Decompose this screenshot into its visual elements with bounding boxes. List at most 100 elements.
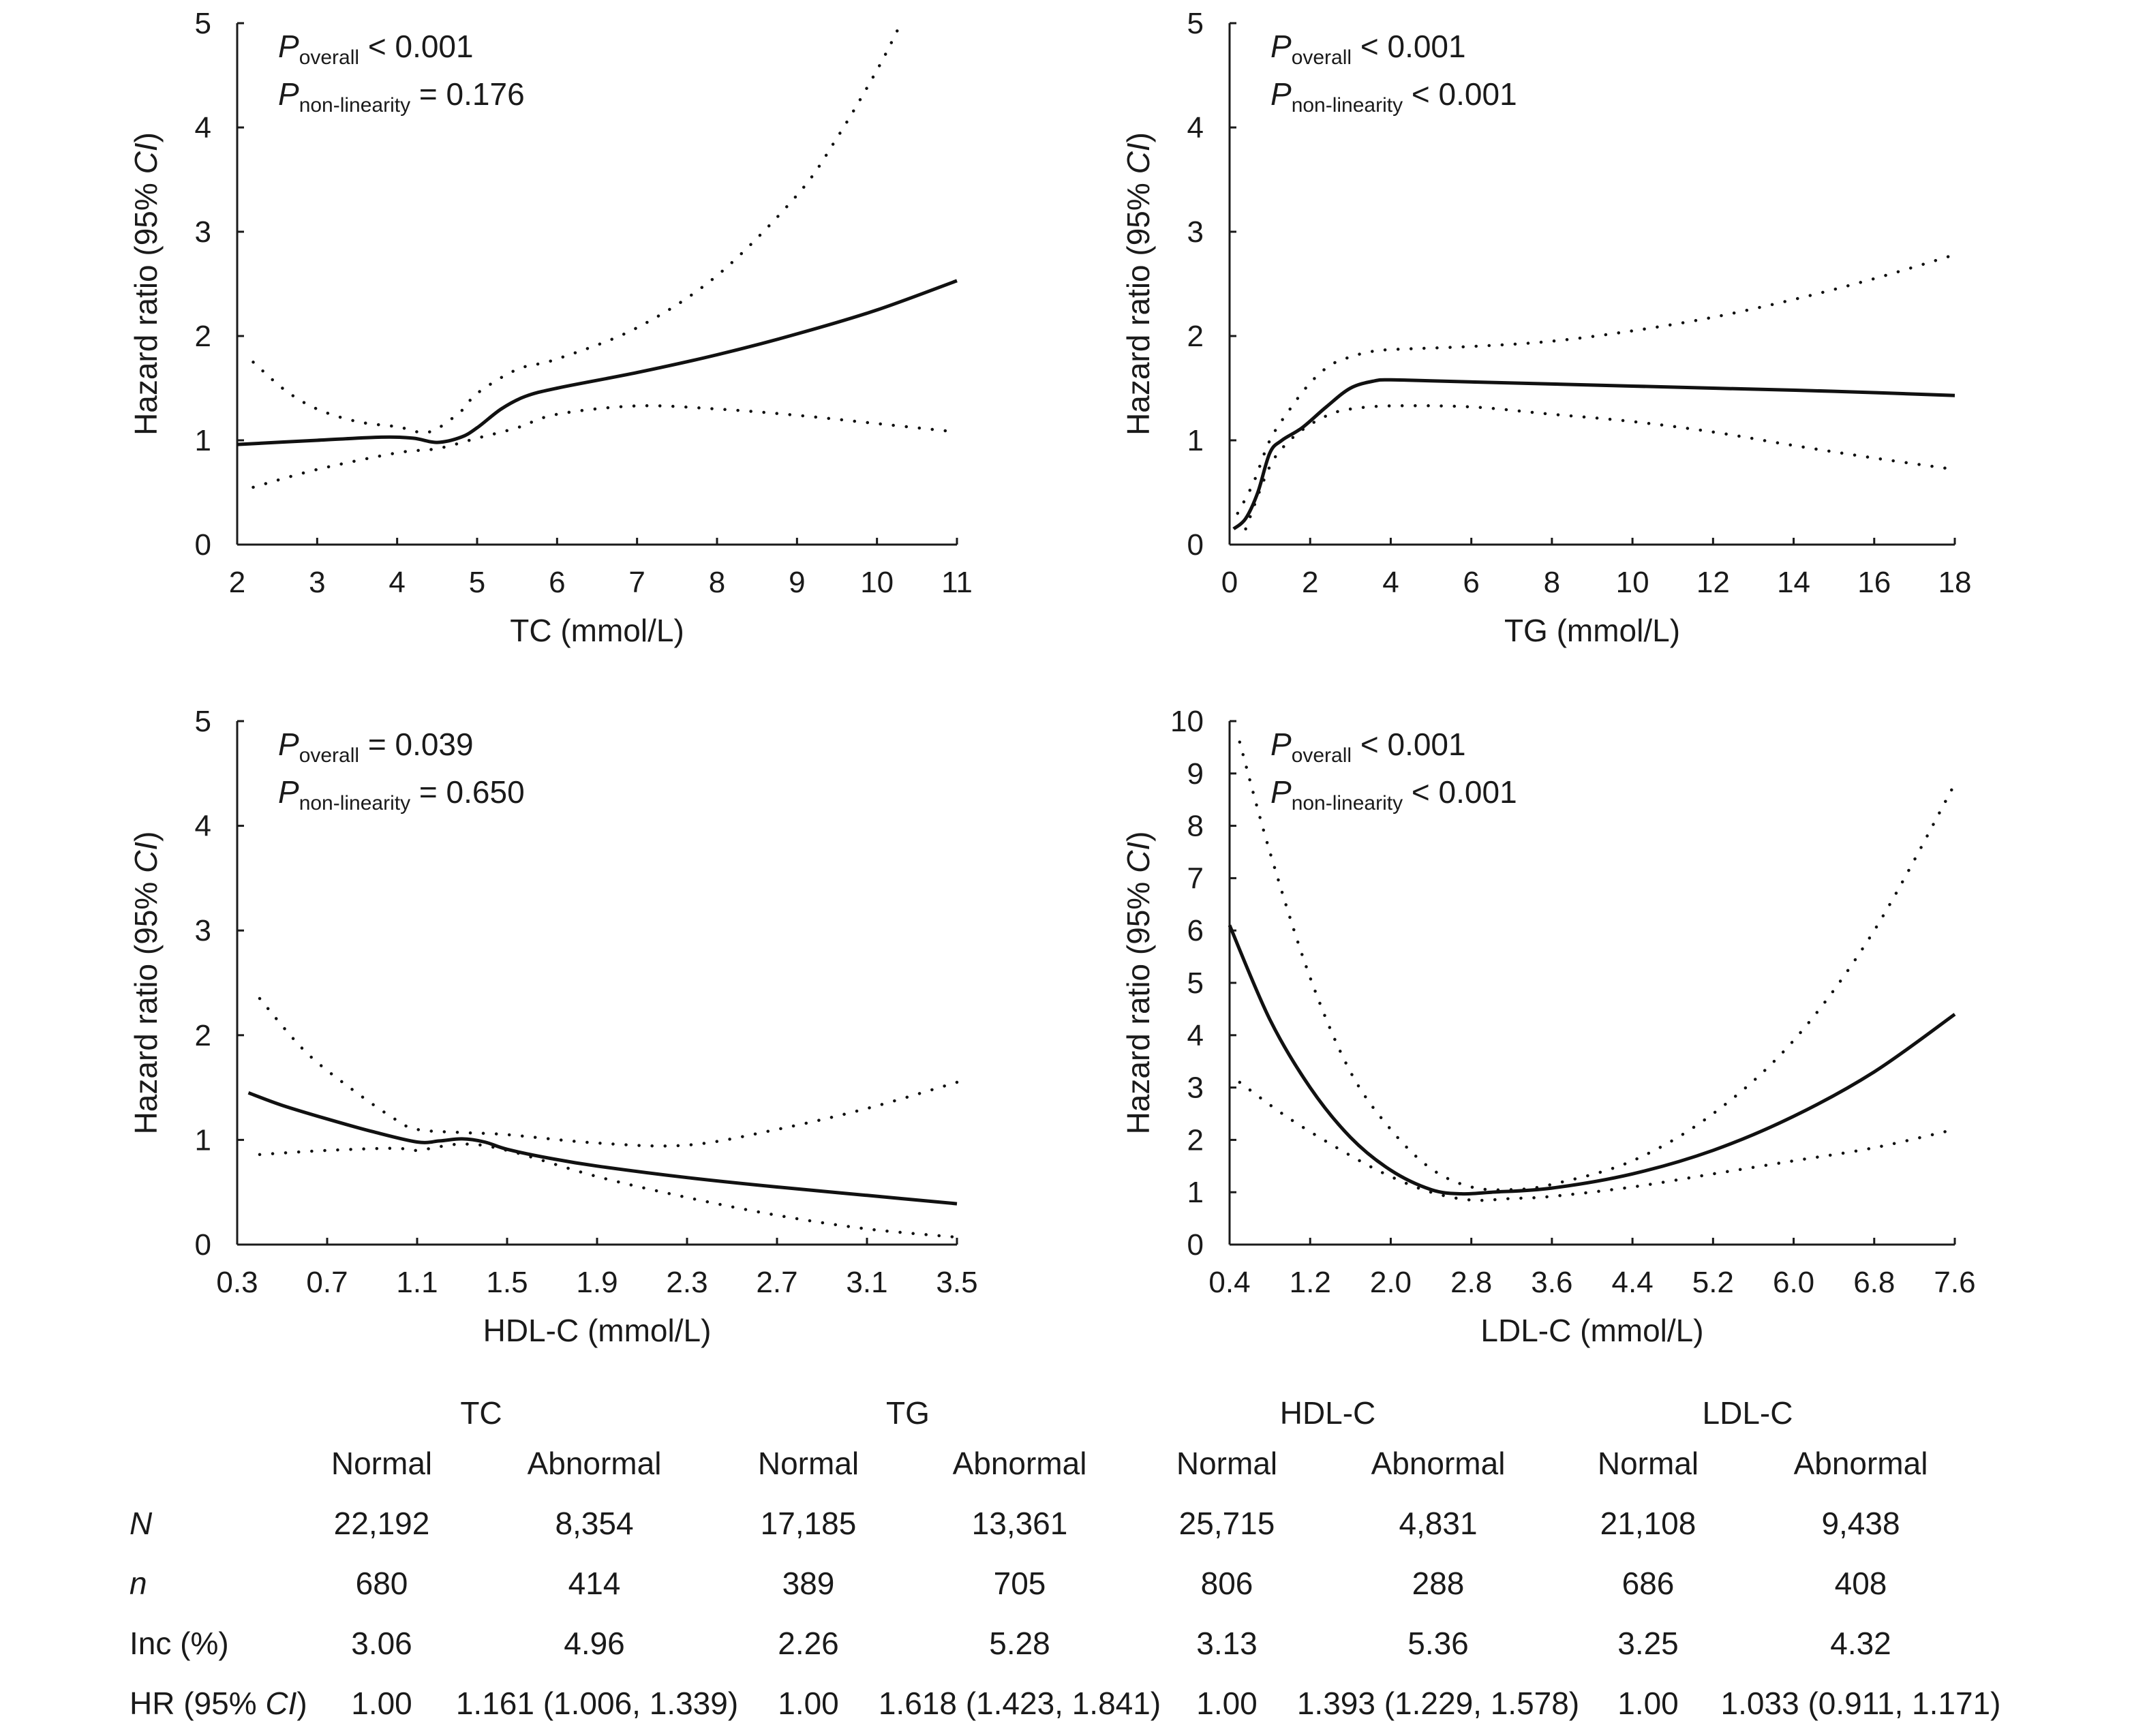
table-cell: 1.00 xyxy=(351,1686,412,1721)
y-tick-label: 4 xyxy=(1187,111,1204,144)
x-tick-label: 3.5 xyxy=(936,1266,977,1299)
y-tick-label: 0 xyxy=(1187,1228,1204,1262)
x-tick-label: 6 xyxy=(549,566,565,599)
hazard-ratio-line xyxy=(237,279,958,446)
p-nonlinearity-label: Pnon-linearity < 0.001 xyxy=(1270,76,1517,117)
y-tick-label: 3 xyxy=(195,215,211,249)
y-tick-label: 8 xyxy=(1187,810,1204,843)
x-tick-label: 3 xyxy=(309,566,325,599)
table-cell: 3.25 xyxy=(1617,1626,1679,1661)
x-tick-label: 14 xyxy=(1777,566,1810,599)
y-tick-label: 5 xyxy=(1187,7,1204,40)
table-group-tg: TG xyxy=(886,1395,930,1431)
y-tick-label: 2 xyxy=(1187,320,1204,353)
y-axis-title: Hazard ratio (95% CI) xyxy=(128,832,164,1135)
ci-lower-line xyxy=(1244,403,1957,531)
x-tick-label: 0.7 xyxy=(306,1266,348,1299)
table-cell: 5.28 xyxy=(989,1626,1050,1661)
table-cell: 686 xyxy=(1621,1566,1675,1601)
y-tick-label: 3 xyxy=(1187,1071,1204,1105)
y-axis-title: Hazard ratio (95% CI) xyxy=(1121,832,1156,1135)
y-tick-label: 4 xyxy=(195,810,211,843)
hazard-ratio-line xyxy=(1228,924,1956,1196)
x-axis-title: TG (mmol/L) xyxy=(1504,613,1680,648)
x-tick-label: 11 xyxy=(941,566,973,599)
y-axis-title: Hazard ratio (95% CI) xyxy=(128,132,164,436)
y-tick-label: 4 xyxy=(195,111,211,144)
table-group-tc: TC xyxy=(460,1395,502,1431)
table-subheader: Normal xyxy=(1176,1446,1278,1481)
x-tick-label: 6 xyxy=(1463,566,1479,599)
ci-lower-line xyxy=(258,1142,959,1239)
x-tick-label: 4.4 xyxy=(1612,1266,1654,1299)
y-tick-label: 1 xyxy=(195,1123,211,1157)
x-tick-label: 3.1 xyxy=(846,1266,887,1299)
p-overall-label: Poverall < 0.001 xyxy=(1270,727,1466,767)
x-tick-label: 2.7 xyxy=(756,1266,797,1299)
p-overall-label: Poverall < 0.001 xyxy=(1270,29,1466,69)
p-overall-label: Poverall < 0.001 xyxy=(278,29,474,69)
x-tick-label: 7 xyxy=(628,566,645,599)
x-tick-label: 5.2 xyxy=(1692,1266,1734,1299)
table-row-label-inc: Inc (%) xyxy=(130,1626,229,1661)
x-tick-label: 1.9 xyxy=(576,1266,618,1299)
table-cell: 3.13 xyxy=(1196,1626,1258,1661)
x-axis-title: TC (mmol/L) xyxy=(510,613,684,648)
ci-lower-line xyxy=(252,403,959,489)
y-tick-label: 3 xyxy=(195,914,211,947)
y-tick-label: 4 xyxy=(1187,1019,1204,1052)
table-cell: 389 xyxy=(782,1566,835,1601)
y-tick-label: 0 xyxy=(195,1228,211,1262)
table-cell: 414 xyxy=(568,1566,621,1601)
ci-upper-line xyxy=(252,21,903,434)
table-subheader: Normal xyxy=(331,1446,433,1481)
y-tick-label: 5 xyxy=(195,705,211,738)
p-nonlinearity-label: Pnon-linearity = 0.650 xyxy=(278,774,525,814)
x-tick-label: 7.6 xyxy=(1934,1266,1975,1299)
p-overall-label: Poverall = 0.039 xyxy=(278,727,474,767)
table-subheader: Normal xyxy=(757,1446,859,1481)
hazard-ratio-line xyxy=(1232,378,1955,531)
table-subheader: Abnormal xyxy=(1371,1446,1506,1481)
table-cell: 408 xyxy=(1834,1566,1887,1601)
table-subheader: Abnormal xyxy=(527,1446,662,1481)
x-tick-label: 0 xyxy=(1221,566,1238,599)
table-cell: 25,715 xyxy=(1178,1506,1275,1541)
results-table: TC TG HDL-C LDL-C Normal Abnormal Normal… xyxy=(0,1377,2147,1731)
table-cell: 9,438 xyxy=(1821,1506,1900,1541)
table-cell: 806 xyxy=(1200,1566,1253,1601)
y-tick-label: 5 xyxy=(195,7,211,40)
y-tick-label: 9 xyxy=(1187,757,1204,791)
table-cell: 5.36 xyxy=(1407,1626,1469,1661)
y-tick-label: 10 xyxy=(1170,705,1204,738)
table-cell: 13,361 xyxy=(971,1506,1068,1541)
y-tick-label: 2 xyxy=(195,1019,211,1052)
x-tick-label: 1.2 xyxy=(1290,1266,1331,1299)
table-row-label-hr: HR (95% CI) xyxy=(130,1686,307,1721)
y-tick-label: 0 xyxy=(195,528,211,562)
x-tick-label: 16 xyxy=(1857,566,1891,599)
y-tick-label: 1 xyxy=(1187,424,1204,457)
y-tick-label: 0 xyxy=(1187,528,1204,562)
table-cell: 8,354 xyxy=(555,1506,634,1541)
y-tick-label: 1 xyxy=(195,424,211,457)
table-subheader: Abnormal xyxy=(952,1446,1087,1481)
x-tick-label: 2.0 xyxy=(1370,1266,1412,1299)
x-tick-label: 10 xyxy=(1616,566,1649,599)
hazard-ratio-line xyxy=(247,1091,958,1206)
p-nonlinearity-label: Pnon-linearity < 0.001 xyxy=(1270,774,1517,814)
x-tick-label: 0.4 xyxy=(1208,1266,1250,1299)
p-nonlinearity-label: Pnon-linearity = 0.176 xyxy=(278,76,525,117)
x-tick-label: 2 xyxy=(1302,566,1318,599)
table-cell: 705 xyxy=(993,1566,1046,1601)
ci-lower-line xyxy=(1238,1080,1957,1202)
table-cell: 17,185 xyxy=(760,1506,857,1541)
x-tick-label: 1.5 xyxy=(486,1266,528,1299)
x-tick-label: 3.6 xyxy=(1531,1266,1572,1299)
chart-panel-ldl: 0 1 2 3 4 5 6 7 8 9 10 0.4 1.2 2.0 2.8 3.6 4.4 5.2 6.0 6.8 7… xyxy=(1121,705,1976,1348)
y-tick-label: 3 xyxy=(1187,215,1204,249)
x-tick-label: 2 xyxy=(229,566,245,599)
x-tick-label: 9 xyxy=(789,566,805,599)
chart-panel-hdl: 0 1 2 3 4 5 0.3 0.7 1.1 1.5 1.9 2.3 2.7 3.1 3.5 HDL-C (… xyxy=(128,705,978,1348)
